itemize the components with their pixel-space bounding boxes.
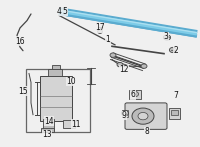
Circle shape: [110, 53, 116, 57]
Text: 4: 4: [57, 6, 61, 16]
Bar: [129, 90, 141, 99]
Text: 13: 13: [42, 130, 52, 139]
Text: 1: 1: [106, 35, 110, 44]
Circle shape: [98, 30, 102, 33]
Text: 10: 10: [66, 77, 76, 86]
Bar: [171, 110, 178, 115]
Bar: [40, 76, 72, 121]
Text: 16: 16: [15, 37, 25, 46]
Circle shape: [141, 64, 147, 68]
Text: 2: 2: [174, 46, 178, 55]
Bar: [169, 108, 180, 119]
Circle shape: [163, 35, 171, 40]
Bar: [43, 119, 54, 130]
Bar: [122, 110, 128, 117]
FancyBboxPatch shape: [125, 103, 167, 129]
Text: 7: 7: [174, 91, 178, 100]
Bar: [52, 65, 60, 69]
Circle shape: [117, 62, 123, 67]
Text: 6: 6: [131, 90, 135, 99]
Text: 11: 11: [71, 120, 81, 129]
Bar: [26, 69, 90, 132]
Bar: [41, 128, 54, 132]
Text: 15: 15: [18, 87, 28, 96]
Circle shape: [132, 108, 154, 124]
Circle shape: [121, 111, 129, 116]
Bar: [63, 120, 75, 128]
Text: 5: 5: [63, 6, 67, 16]
Circle shape: [131, 91, 139, 97]
Text: 17: 17: [95, 23, 105, 32]
Circle shape: [138, 112, 148, 120]
Text: 3: 3: [164, 32, 168, 41]
Bar: [48, 69, 62, 76]
Text: 12: 12: [119, 65, 129, 74]
Text: 14: 14: [44, 117, 54, 126]
Circle shape: [169, 47, 177, 53]
Text: 9: 9: [122, 111, 126, 120]
Text: 8: 8: [145, 127, 149, 136]
